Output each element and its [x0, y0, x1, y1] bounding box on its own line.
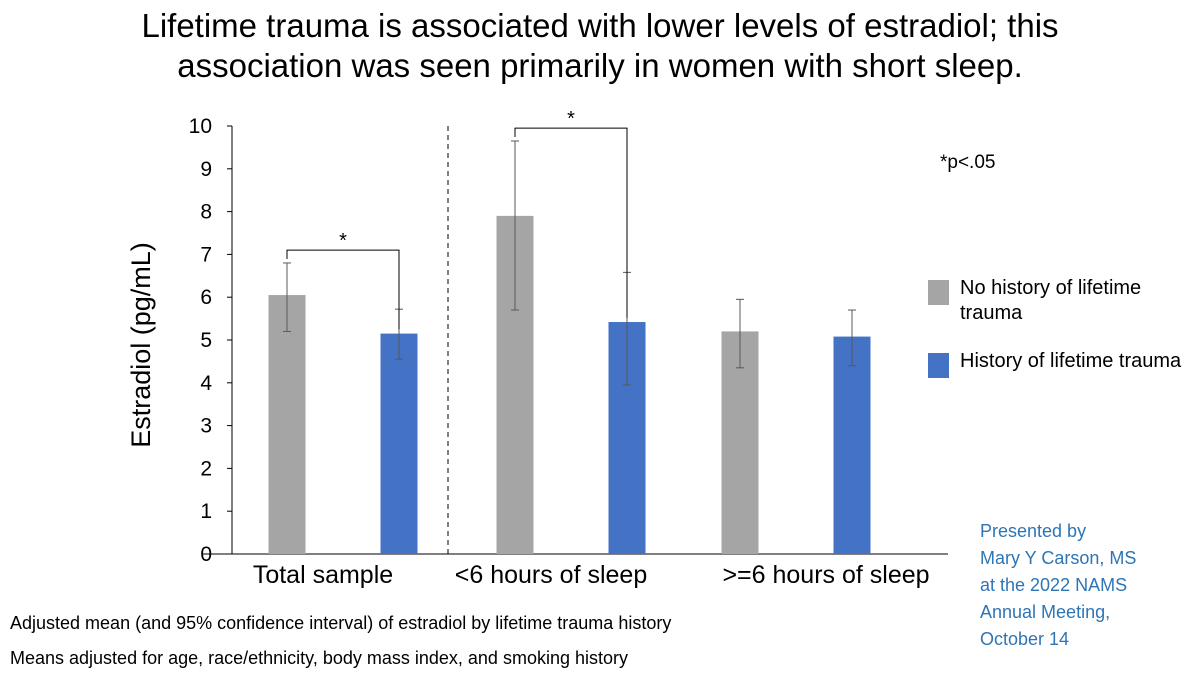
- legend-swatch-trauma: [928, 353, 949, 378]
- y-tick-label: 6: [200, 286, 212, 309]
- credit-line-4: Annual Meeting,: [980, 602, 1111, 622]
- y-tick-label: 9: [200, 158, 212, 181]
- credit-line-2: Mary Y Carson, MS: [980, 548, 1137, 568]
- bar-trauma-0: [380, 333, 418, 554]
- legend-label-no-trauma: No history of lifetime trauma: [960, 277, 1142, 324]
- significance-marker-1: *: [567, 108, 575, 130]
- title-line-1: Lifetime trauma is associated with lower…: [141, 7, 1059, 44]
- x-category-label-2: >=6 hours of sleep: [722, 561, 929, 589]
- y-tick-label: 4: [200, 372, 212, 395]
- y-tick-label: 5: [200, 329, 212, 352]
- bar-no-trauma-0: [268, 295, 306, 554]
- y-tick-label: 10: [189, 115, 212, 138]
- legend-swatch-no-trauma: [928, 280, 949, 305]
- footnote-adjustment: Means adjusted for age, race/ethnicity, …: [10, 648, 628, 668]
- y-axis-title: Estradiol (pg/mL): [126, 242, 156, 448]
- footnote-ci: Adjusted mean (and 95% confidence interv…: [10, 613, 672, 633]
- y-tick-label: 3: [200, 415, 212, 438]
- x-category-label-1: <6 hours of sleep: [455, 561, 648, 589]
- presenter-credit: Presented by Mary Y Carson, MS at the 20…: [980, 518, 1190, 653]
- y-tick-label: 2: [200, 457, 212, 480]
- legend-label-trauma: History of lifetime trauma: [960, 350, 1182, 372]
- chart-title: Lifetime trauma is associated with lower…: [0, 6, 1200, 86]
- x-category-label-0: Total sample: [253, 561, 393, 589]
- significance-bracket-0: [286, 249, 400, 330]
- legend-item-no-trauma: No history of lifetime trauma: [928, 276, 1193, 326]
- legend: No history of lifetime trauma History of…: [928, 276, 1193, 397]
- credit-line-3: at the 2022 NAMS: [980, 575, 1128, 595]
- bar-no-trauma-2: [721, 331, 759, 554]
- significance-bracket-1: [514, 127, 628, 318]
- credit-line-1: Presented by: [980, 521, 1087, 541]
- legend-item-trauma: History of lifetime trauma: [928, 349, 1193, 378]
- significance-note: *p<.05: [940, 152, 996, 173]
- credit-line-5: October 14: [980, 629, 1070, 649]
- title-line-2: association was seen primarily in women …: [177, 47, 1023, 84]
- bar-trauma-2: [833, 336, 871, 554]
- significance-marker-0: *: [339, 230, 347, 252]
- y-tick-label: 1: [200, 500, 212, 523]
- y-tick-label: 8: [200, 201, 212, 224]
- y-tick-label: 7: [200, 243, 212, 266]
